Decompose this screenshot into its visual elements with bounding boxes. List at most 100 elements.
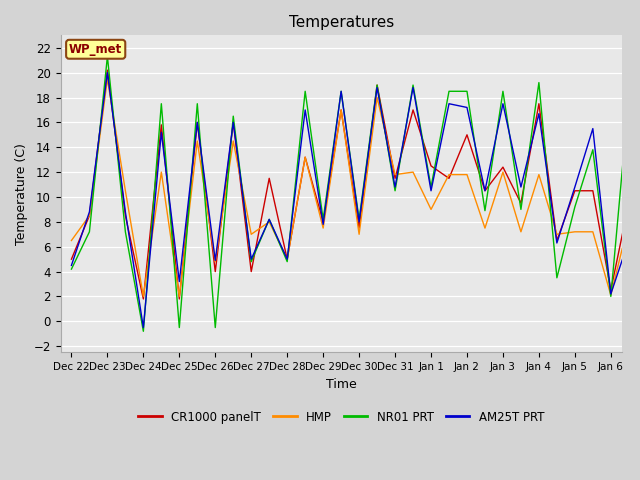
AM25T PRT <box>284 256 291 262</box>
HMP <box>122 188 129 193</box>
HMP <box>337 107 345 113</box>
NR01 PRT <box>589 147 596 153</box>
AM25T PRT <box>104 70 111 75</box>
NR01 PRT <box>68 266 76 272</box>
NR01 PRT <box>319 216 327 222</box>
CR1000 panelT <box>337 107 345 113</box>
AM25T PRT <box>175 279 183 285</box>
AM25T PRT <box>157 130 165 135</box>
CR1000 panelT <box>427 163 435 169</box>
NR01 PRT <box>211 324 219 330</box>
CR1000 panelT <box>86 213 93 218</box>
NR01 PRT <box>104 54 111 60</box>
CR1000 panelT <box>193 120 201 125</box>
NR01 PRT <box>391 188 399 193</box>
NR01 PRT <box>409 82 417 88</box>
HMP <box>301 154 309 160</box>
HMP <box>463 172 471 178</box>
HMP <box>284 256 291 262</box>
CR1000 panelT <box>625 200 632 206</box>
NR01 PRT <box>122 229 129 235</box>
AM25T PRT <box>122 209 129 215</box>
CR1000 panelT <box>553 238 561 243</box>
CR1000 panelT <box>140 296 147 302</box>
CR1000 panelT <box>373 82 381 88</box>
HMP <box>373 95 381 100</box>
CR1000 panelT <box>535 101 543 107</box>
NR01 PRT <box>373 82 381 88</box>
AM25T PRT <box>248 256 255 262</box>
NR01 PRT <box>266 216 273 222</box>
AM25T PRT <box>571 184 579 190</box>
NR01 PRT <box>355 216 363 222</box>
NR01 PRT <box>481 208 489 214</box>
AM25T PRT <box>445 101 453 107</box>
NR01 PRT <box>337 88 345 94</box>
AM25T PRT <box>355 219 363 225</box>
HMP <box>175 294 183 300</box>
NR01 PRT <box>175 324 183 330</box>
CR1000 panelT <box>499 164 507 170</box>
NR01 PRT <box>463 88 471 94</box>
NR01 PRT <box>157 101 165 107</box>
Y-axis label: Temperature (C): Temperature (C) <box>15 143 28 245</box>
CR1000 panelT <box>248 269 255 275</box>
X-axis label: Time: Time <box>326 378 356 391</box>
HMP <box>211 259 219 264</box>
CR1000 panelT <box>319 219 327 225</box>
AM25T PRT <box>535 111 543 117</box>
AM25T PRT <box>301 107 309 113</box>
HMP <box>319 225 327 231</box>
HMP <box>535 172 543 178</box>
AM25T PRT <box>625 238 632 243</box>
NR01 PRT <box>607 294 614 300</box>
AM25T PRT <box>553 240 561 246</box>
NR01 PRT <box>301 88 309 94</box>
HMP <box>499 169 507 175</box>
CR1000 panelT <box>229 120 237 125</box>
NR01 PRT <box>499 88 507 94</box>
AM25T PRT <box>499 101 507 107</box>
NR01 PRT <box>140 328 147 334</box>
HMP <box>86 213 93 218</box>
AM25T PRT <box>607 291 614 297</box>
NR01 PRT <box>427 184 435 190</box>
HMP <box>248 231 255 237</box>
AM25T PRT <box>409 84 417 90</box>
NR01 PRT <box>284 259 291 264</box>
HMP <box>625 219 632 225</box>
HMP <box>589 229 596 235</box>
CR1000 panelT <box>409 107 417 113</box>
Line: CR1000 panelT: CR1000 panelT <box>72 70 628 299</box>
CR1000 panelT <box>157 122 165 128</box>
NR01 PRT <box>248 259 255 264</box>
HMP <box>140 294 147 300</box>
HMP <box>193 138 201 144</box>
CR1000 panelT <box>571 188 579 193</box>
CR1000 panelT <box>607 288 614 293</box>
NR01 PRT <box>86 229 93 235</box>
HMP <box>266 219 273 225</box>
NR01 PRT <box>535 80 543 85</box>
Line: NR01 PRT: NR01 PRT <box>72 57 628 331</box>
HMP <box>409 169 417 175</box>
HMP <box>355 231 363 237</box>
CR1000 panelT <box>211 269 219 275</box>
HMP <box>481 225 489 231</box>
CR1000 panelT <box>445 176 453 181</box>
AM25T PRT <box>463 105 471 110</box>
HMP <box>571 229 579 235</box>
HMP <box>104 76 111 82</box>
NR01 PRT <box>571 204 579 210</box>
AM25T PRT <box>391 184 399 190</box>
HMP <box>68 238 76 243</box>
CR1000 panelT <box>589 188 596 193</box>
AM25T PRT <box>193 120 201 125</box>
Line: AM25T PRT: AM25T PRT <box>72 72 628 327</box>
AM25T PRT <box>229 120 237 125</box>
Legend: CR1000 panelT, HMP, NR01 PRT, AM25T PRT: CR1000 panelT, HMP, NR01 PRT, AM25T PRT <box>134 406 548 428</box>
AM25T PRT <box>589 126 596 132</box>
CR1000 panelT <box>391 176 399 181</box>
CR1000 panelT <box>68 256 76 262</box>
AM25T PRT <box>427 188 435 193</box>
